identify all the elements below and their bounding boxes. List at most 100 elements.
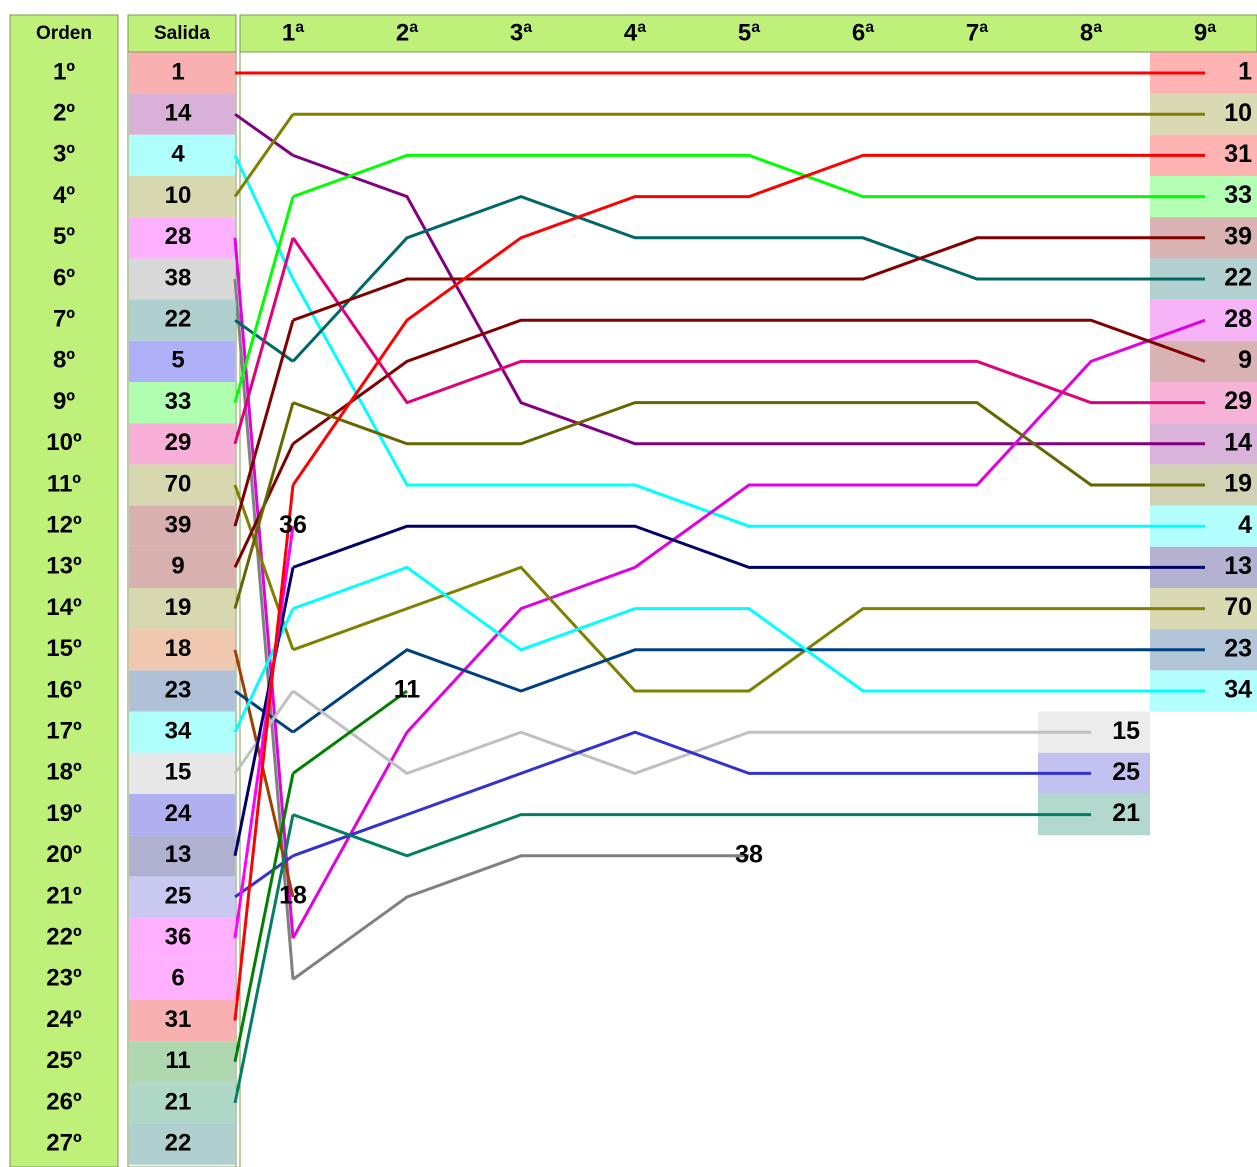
salida-label: 4 — [171, 141, 185, 168]
start-segment — [233, 319, 295, 527]
salida-label: 1 — [171, 58, 184, 85]
salida-cell — [129, 258, 235, 300]
end-label: 39 — [1224, 222, 1252, 250]
salida-cell — [129, 794, 235, 836]
orden-label: 6º — [53, 264, 75, 291]
position-line — [292, 236, 1205, 322]
end-label: 13 — [1224, 552, 1252, 580]
end-label: 21 — [1112, 799, 1140, 827]
orden-label: 26º — [46, 1088, 82, 1115]
orden-label: 13º — [46, 553, 82, 580]
lap-header: 2ª — [396, 19, 418, 46]
start-segment — [233, 402, 295, 610]
salida-label: 18 — [165, 635, 192, 662]
end-label: 15 — [1112, 717, 1140, 745]
salida-label: 24 — [165, 800, 192, 827]
position-line — [291, 195, 1205, 363]
end-label: 70 — [1224, 593, 1252, 621]
position-line — [292, 401, 1205, 487]
position-line — [292, 854, 749, 981]
salida-cell — [129, 423, 235, 465]
orden-column — [9, 14, 119, 1167]
salida-label: 6 — [171, 965, 184, 992]
end-label: 14 — [1224, 428, 1252, 456]
orden-label: 12º — [46, 512, 82, 539]
end-label: 4 — [1238, 511, 1252, 539]
salida-label: 33 — [165, 388, 192, 415]
salida-cell — [129, 629, 235, 671]
salida-cell — [129, 588, 235, 630]
retire-label: 18 — [279, 882, 307, 910]
start-segment — [233, 567, 295, 857]
salida-label: 39 — [165, 512, 192, 539]
orden-label: 27º — [46, 1130, 82, 1157]
orden-label: 24º — [46, 1006, 82, 1033]
orden-label: 25º — [46, 1047, 82, 1074]
orden-label: 18º — [46, 759, 82, 786]
salida-cell — [129, 1000, 235, 1042]
salida-cell — [129, 752, 235, 794]
orden-label: 22º — [46, 924, 82, 951]
position-line — [292, 318, 1206, 446]
salida-cell — [129, 52, 235, 94]
position-line — [292, 565, 1205, 693]
start-segment — [233, 113, 295, 198]
end-label: 25 — [1112, 758, 1140, 786]
lap-header: 3ª — [510, 19, 532, 46]
orden-label: 4º — [53, 182, 75, 209]
salida-header-bg — [127, 14, 237, 53]
position-line — [291, 278, 1205, 528]
orden-label: 21º — [46, 882, 82, 909]
retire-label: 11 — [394, 676, 421, 704]
end-label: 19 — [1224, 470, 1252, 498]
position-line — [292, 153, 1205, 446]
salida-cell — [129, 1082, 235, 1124]
salida-label: 11 — [165, 1047, 190, 1074]
lap-header: 5ª — [738, 19, 760, 46]
salida-label: 22 — [165, 1130, 192, 1157]
position-line — [292, 730, 1091, 858]
orden-label: 3º — [53, 141, 75, 168]
end-label: 28 — [1224, 305, 1252, 333]
end-label: 1 — [1238, 58, 1252, 86]
start-segment — [234, 112, 294, 157]
salida-cell — [129, 299, 235, 341]
start-segment — [233, 525, 295, 939]
end-label: 31 — [1224, 140, 1252, 168]
salida-cell — [129, 176, 235, 218]
start-segment — [233, 607, 295, 733]
lap-header: 6ª — [852, 19, 874, 46]
salida-label: 10 — [165, 182, 192, 209]
salida-label: 25 — [165, 882, 192, 909]
salida-label: 36 — [165, 924, 192, 951]
salida-label: 15 — [165, 759, 192, 786]
start-segment — [233, 154, 295, 280]
end-label: 23 — [1224, 634, 1252, 662]
start-segment — [233, 814, 295, 1104]
position-line — [292, 565, 1205, 693]
position-line — [292, 813, 1091, 858]
salida-label: 13 — [165, 841, 192, 868]
salida-label: 22 — [165, 306, 192, 333]
orden-label: 17º — [46, 718, 82, 745]
position-line — [292, 648, 1205, 734]
salida-cell — [129, 217, 235, 259]
salida-cell — [129, 1041, 235, 1083]
salida-label: 31 — [165, 1006, 192, 1033]
salida-label: 19 — [165, 594, 192, 621]
salida-label: 5 — [171, 347, 184, 374]
salida-label: 34 — [165, 718, 192, 745]
end-label: 29 — [1224, 387, 1252, 415]
orden-label: 10º — [46, 429, 82, 456]
end-label: 33 — [1224, 181, 1252, 209]
salida-cell — [129, 340, 235, 382]
salida-header: Salida — [154, 23, 210, 44]
salida-cell — [129, 134, 235, 176]
start-segment — [233, 237, 295, 445]
lap-header: 8ª — [1080, 19, 1102, 46]
end-label: 9 — [1238, 346, 1252, 374]
orden-label: 16º — [46, 676, 82, 703]
salida-cell — [129, 382, 235, 424]
orden-label: 20º — [46, 841, 82, 868]
